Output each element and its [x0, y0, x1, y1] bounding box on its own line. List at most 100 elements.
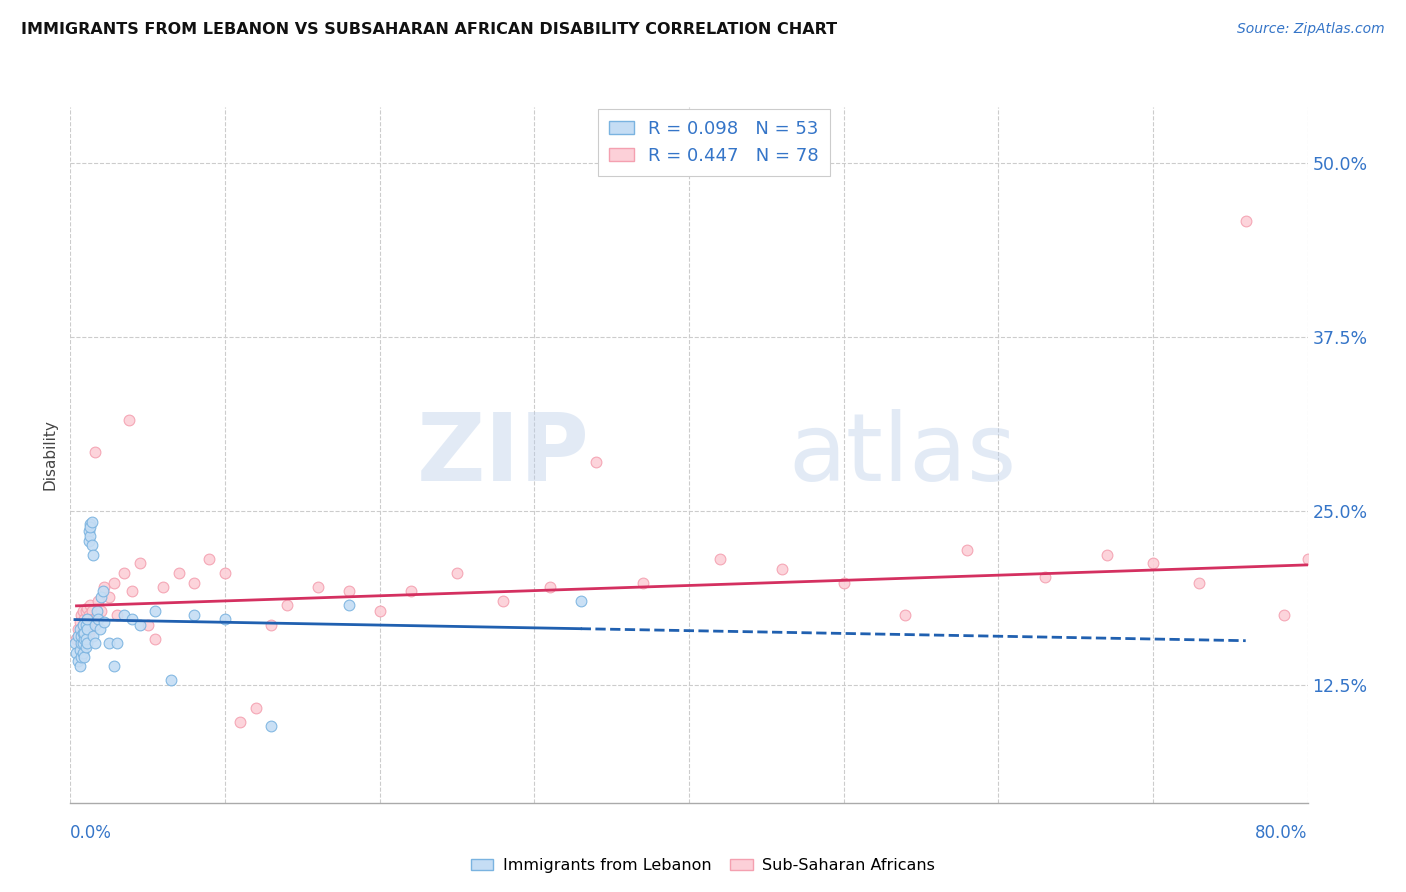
Point: [70, 649, 93, 664]
Point: [80, 604, 103, 618]
Point: [1095, 548, 1118, 562]
Point: [260, 617, 283, 632]
Point: [69, 640, 91, 654]
Text: 80.0%: 80.0%: [1256, 823, 1308, 842]
Point: [90, 604, 112, 618]
Point: [770, 562, 793, 576]
Point: [75, 617, 97, 632]
Point: [69, 622, 91, 636]
Point: [70, 636, 93, 650]
Point: [72, 626, 94, 640]
Point: [307, 580, 329, 594]
Point: [76, 612, 98, 626]
Point: [160, 673, 183, 688]
Point: [214, 612, 236, 626]
Point: [399, 584, 422, 599]
Point: [1296, 552, 1319, 566]
Point: [492, 594, 515, 608]
Point: [1188, 576, 1211, 591]
Point: [77, 626, 100, 640]
Point: [73, 626, 96, 640]
Point: [1033, 570, 1056, 584]
Point: [1274, 607, 1296, 622]
Point: [93, 615, 115, 629]
Point: [91, 584, 114, 599]
Point: [82, 548, 105, 562]
Point: [69, 615, 91, 629]
Point: [136, 617, 159, 632]
Point: [105, 607, 128, 622]
Point: [76, 617, 98, 632]
Point: [72, 617, 94, 632]
Point: [121, 612, 143, 626]
Point: [72, 636, 94, 650]
Point: [73, 612, 96, 626]
Point: [75, 604, 97, 618]
Point: [105, 636, 128, 650]
Point: [368, 604, 391, 618]
Point: [76, 622, 98, 636]
Point: [183, 607, 205, 622]
Point: [103, 576, 125, 591]
Point: [1234, 214, 1257, 228]
Point: [70, 607, 93, 622]
Point: [894, 607, 917, 622]
Point: [72, 604, 94, 618]
Point: [63, 636, 86, 650]
Point: [82, 612, 105, 626]
Point: [82, 629, 105, 643]
Point: [956, 542, 979, 557]
Point: [87, 612, 110, 626]
Text: atlas: atlas: [787, 409, 1017, 501]
Point: [67, 654, 90, 668]
Y-axis label: Disability: Disability: [42, 419, 58, 491]
Point: [75, 622, 97, 636]
Point: [84, 636, 107, 650]
Point: [538, 580, 561, 594]
Point: [145, 604, 167, 618]
Point: [80, 515, 103, 529]
Point: [90, 590, 112, 604]
Legend: Immigrants from Lebanon, Sub-Saharan Africans: Immigrants from Lebanon, Sub-Saharan Afr…: [464, 852, 942, 880]
Point: [93, 580, 115, 594]
Point: [73, 649, 96, 664]
Point: [76, 636, 98, 650]
Point: [65, 632, 87, 646]
Point: [585, 455, 607, 469]
Point: [79, 520, 101, 534]
Point: [86, 607, 108, 622]
Point: [79, 517, 101, 532]
Point: [84, 617, 107, 632]
Point: [73, 632, 96, 646]
Point: [118, 413, 141, 427]
Point: [72, 632, 94, 646]
Point: [229, 715, 252, 730]
Point: [114, 607, 136, 622]
Text: IMMIGRANTS FROM LEBANON VS SUBSAHARAN AFRICAN DISABILITY CORRELATION CHART: IMMIGRANTS FROM LEBANON VS SUBSAHARAN AF…: [21, 22, 837, 37]
Point: [80, 617, 103, 632]
Point: [70, 629, 93, 643]
Point: [69, 659, 91, 673]
Point: [77, 607, 100, 622]
Point: [337, 584, 360, 599]
Point: [1382, 566, 1405, 581]
Point: [87, 594, 110, 608]
Point: [79, 622, 101, 636]
Point: [75, 632, 97, 646]
Point: [77, 524, 100, 539]
Point: [67, 622, 90, 636]
Point: [569, 594, 592, 608]
Text: 0.0%: 0.0%: [70, 823, 112, 842]
Point: [84, 445, 107, 459]
Point: [145, 632, 167, 646]
Point: [80, 538, 103, 552]
Point: [72, 617, 94, 632]
Point: [72, 646, 94, 660]
Point: [214, 566, 236, 581]
Point: [103, 659, 125, 673]
Point: [709, 552, 731, 566]
Point: [260, 719, 283, 733]
Text: ZIP: ZIP: [418, 409, 591, 501]
Point: [73, 626, 96, 640]
Point: [1358, 548, 1381, 562]
